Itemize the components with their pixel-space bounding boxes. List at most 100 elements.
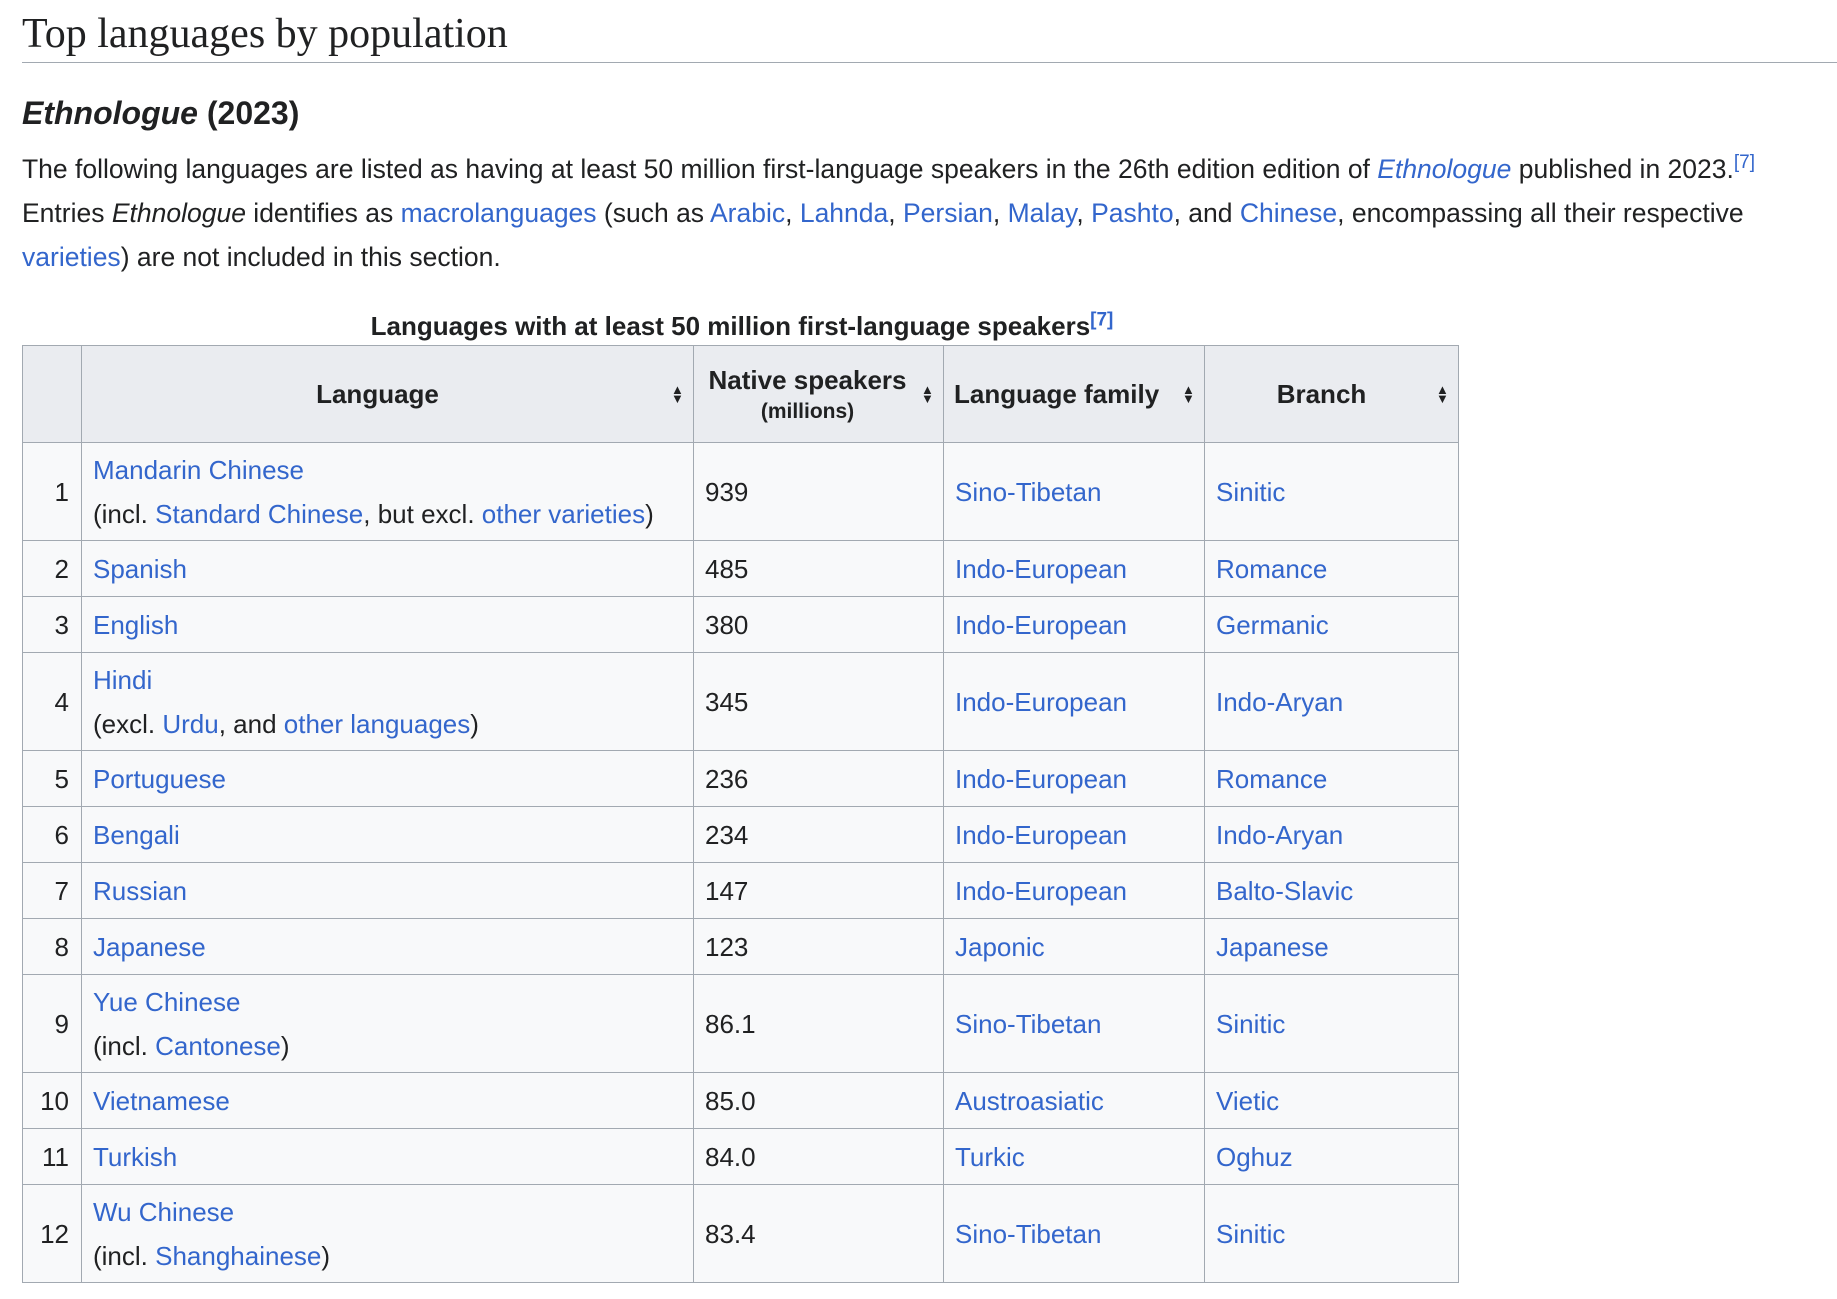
- branch-link[interactable]: Oghuz: [1216, 1141, 1293, 1172]
- branch-link[interactable]: Sinitic: [1216, 476, 1286, 507]
- family-link[interactable]: Indo-European: [955, 875, 1128, 906]
- note-link[interactable]: other varieties: [481, 498, 646, 529]
- rank-cell: 11: [22, 1128, 82, 1185]
- family-link[interactable]: Japonic: [955, 931, 1045, 962]
- malay-link[interactable]: Malay: [1007, 198, 1077, 228]
- branch-link[interactable]: Balto-Slavic: [1216, 875, 1354, 906]
- intro-paragraph: The following languages are listed as ha…: [22, 147, 1837, 279]
- note-link[interactable]: Shanghainese: [155, 1240, 322, 1271]
- reference-link[interactable]: [7]: [1733, 152, 1755, 174]
- speakers-header[interactable]: Native speakers (millions) ▲ ▼: [693, 345, 944, 443]
- macrolanguages-link[interactable]: macrolanguages: [400, 198, 597, 228]
- language-link[interactable]: Wu Chinese: [93, 1196, 235, 1227]
- rank-cell: 2: [22, 540, 82, 597]
- branch-link[interactable]: Sinitic: [1216, 1218, 1286, 1249]
- language-link[interactable]: Japanese: [93, 931, 206, 962]
- family-link[interactable]: Sino-Tibetan: [955, 476, 1102, 507]
- family-link[interactable]: Indo-European: [955, 609, 1128, 640]
- language-link[interactable]: Yue Chinese: [93, 986, 241, 1017]
- speakers-header-label: Native speakers: [708, 364, 907, 395]
- sort-up-down-icon[interactable]: ▲ ▼: [1436, 382, 1449, 406]
- intro-text: ,: [785, 198, 800, 228]
- speakers-cell: 234: [693, 806, 944, 863]
- family-link[interactable]: Sino-Tibetan: [955, 1008, 1102, 1039]
- language-link[interactable]: Turkish: [93, 1141, 178, 1172]
- family-link[interactable]: Indo-European: [955, 686, 1128, 717]
- speakers-cell: 485: [693, 540, 944, 597]
- branch-link[interactable]: Japanese: [1216, 931, 1329, 962]
- note-text: (excl.: [93, 708, 163, 739]
- speakers-cell: 86.1: [693, 974, 944, 1073]
- ethnologue-link[interactable]: Ethnologue: [1377, 154, 1512, 184]
- language-link[interactable]: Hindi: [93, 664, 153, 695]
- note-link[interactable]: Urdu: [162, 708, 219, 739]
- language-cell: English: [81, 596, 694, 653]
- family-link[interactable]: Indo-European: [955, 553, 1128, 584]
- caption-reference-link[interactable]: [7]: [1090, 309, 1114, 331]
- branch-link[interactable]: Vietic: [1216, 1085, 1280, 1116]
- varieties-link[interactable]: varieties: [22, 242, 121, 272]
- rank-cell: 4: [22, 652, 82, 751]
- branch-link[interactable]: Indo-Aryan: [1216, 819, 1344, 850]
- family-cell: Indo-European: [943, 652, 1205, 751]
- note-text: ): [470, 708, 479, 739]
- branch-link[interactable]: Sinitic: [1216, 1008, 1286, 1039]
- branch-link[interactable]: Indo-Aryan: [1216, 686, 1344, 717]
- lahnda-link[interactable]: Lahnda: [799, 198, 889, 228]
- language-link[interactable]: Portuguese: [93, 763, 226, 794]
- language-link[interactable]: Spanish: [93, 553, 187, 584]
- note-link[interactable]: other languages: [283, 708, 471, 739]
- family-link[interactable]: Turkic: [955, 1141, 1025, 1172]
- branch-link[interactable]: Germanic: [1216, 609, 1329, 640]
- branch-cell: Japanese: [1204, 918, 1459, 975]
- section-heading: Top languages by population: [22, 0, 1837, 63]
- language-note: (incl. Cantonese): [93, 1031, 290, 1061]
- family-link[interactable]: Indo-European: [955, 819, 1128, 850]
- table-row: 9 Yue Chinese (incl. Cantonese) 86.1 Sino-Ti…: [22, 974, 1459, 1073]
- note-text: ): [321, 1240, 331, 1271]
- branch-cell: Balto-Slavic: [1204, 862, 1459, 919]
- language-link[interactable]: Bengali: [93, 819, 180, 850]
- intro-text: ) are not included in this section.: [120, 242, 501, 272]
- language-link[interactable]: Mandarin Chinese: [93, 454, 305, 485]
- pashto-link[interactable]: Pashto: [1091, 198, 1174, 228]
- language-link[interactable]: Vietnamese: [93, 1085, 230, 1116]
- speakers-cell: 123: [693, 918, 944, 975]
- table-header-row: Language ▲ ▼ Native speakers (millions) ▲ ▼ L…: [22, 345, 1459, 443]
- sort-up-down-icon[interactable]: ▲ ▼: [1182, 382, 1195, 406]
- speakers-cell: 84.0: [693, 1128, 944, 1185]
- speakers-cell: 345: [693, 652, 944, 751]
- note-text: , but excl.: [363, 498, 482, 529]
- rank-cell: 10: [22, 1072, 82, 1129]
- branch-cell: Sinitic: [1204, 1184, 1459, 1283]
- persian-link[interactable]: Persian: [903, 198, 993, 228]
- branch-link[interactable]: Romance: [1216, 553, 1328, 584]
- language-header[interactable]: Language ▲ ▼: [81, 345, 694, 443]
- language-cell: Bengali: [81, 806, 694, 863]
- note-text: (incl.: [93, 1030, 156, 1061]
- branch-header[interactable]: Branch ▲ ▼: [1204, 345, 1459, 443]
- subsection-heading: Ethnologue (2023): [22, 93, 1837, 133]
- chinese-link[interactable]: Chinese: [1239, 198, 1338, 228]
- language-cell: Yue Chinese (incl. Cantonese): [81, 974, 694, 1073]
- branch-link[interactable]: Romance: [1216, 763, 1328, 794]
- language-link[interactable]: Russian: [93, 875, 187, 906]
- family-link[interactable]: Indo-European: [955, 763, 1128, 794]
- language-link[interactable]: English: [93, 609, 179, 640]
- branch-cell: Sinitic: [1204, 974, 1459, 1073]
- language-cell: Russian: [81, 862, 694, 919]
- note-link[interactable]: Standard Chinese: [155, 498, 364, 529]
- rank-cell: 3: [22, 596, 82, 653]
- sort-up-down-icon[interactable]: ▲ ▼: [671, 382, 684, 406]
- family-link[interactable]: Austroasiatic: [955, 1085, 1104, 1116]
- sort-up-down-icon[interactable]: ▲ ▼: [921, 382, 934, 406]
- language-cell: Portuguese: [81, 750, 694, 807]
- language-note: (incl. Shanghainese): [93, 1241, 330, 1271]
- family-header[interactable]: Language family ▲ ▼: [943, 345, 1205, 443]
- table-caption: Languages with at least 50 million first…: [22, 309, 1462, 343]
- rank-cell: 6: [22, 806, 82, 863]
- note-link[interactable]: Cantonese: [155, 1030, 281, 1061]
- family-link[interactable]: Sino-Tibetan: [955, 1218, 1102, 1249]
- arabic-link[interactable]: Arabic: [709, 198, 786, 228]
- rank-cell: 12: [22, 1184, 82, 1283]
